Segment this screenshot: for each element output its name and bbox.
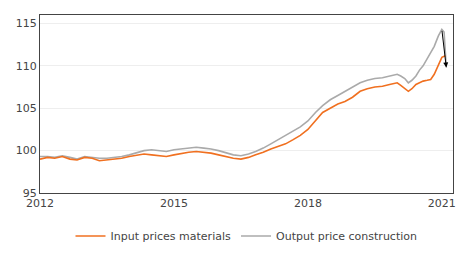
svg-text:2018: 2018: [294, 197, 322, 210]
svg-text:95: 95: [23, 187, 37, 200]
svg-text:Output price construction: Output price construction: [276, 230, 417, 243]
svg-text:2015: 2015: [160, 197, 188, 210]
svg-text:115: 115: [16, 17, 37, 30]
svg-text:2021: 2021: [428, 197, 456, 210]
svg-text:Input prices materials: Input prices materials: [111, 230, 231, 243]
svg-text:105: 105: [16, 102, 37, 115]
svg-text:2012: 2012: [26, 197, 54, 210]
svg-text:110: 110: [16, 60, 37, 73]
svg-text:100: 100: [16, 144, 37, 157]
